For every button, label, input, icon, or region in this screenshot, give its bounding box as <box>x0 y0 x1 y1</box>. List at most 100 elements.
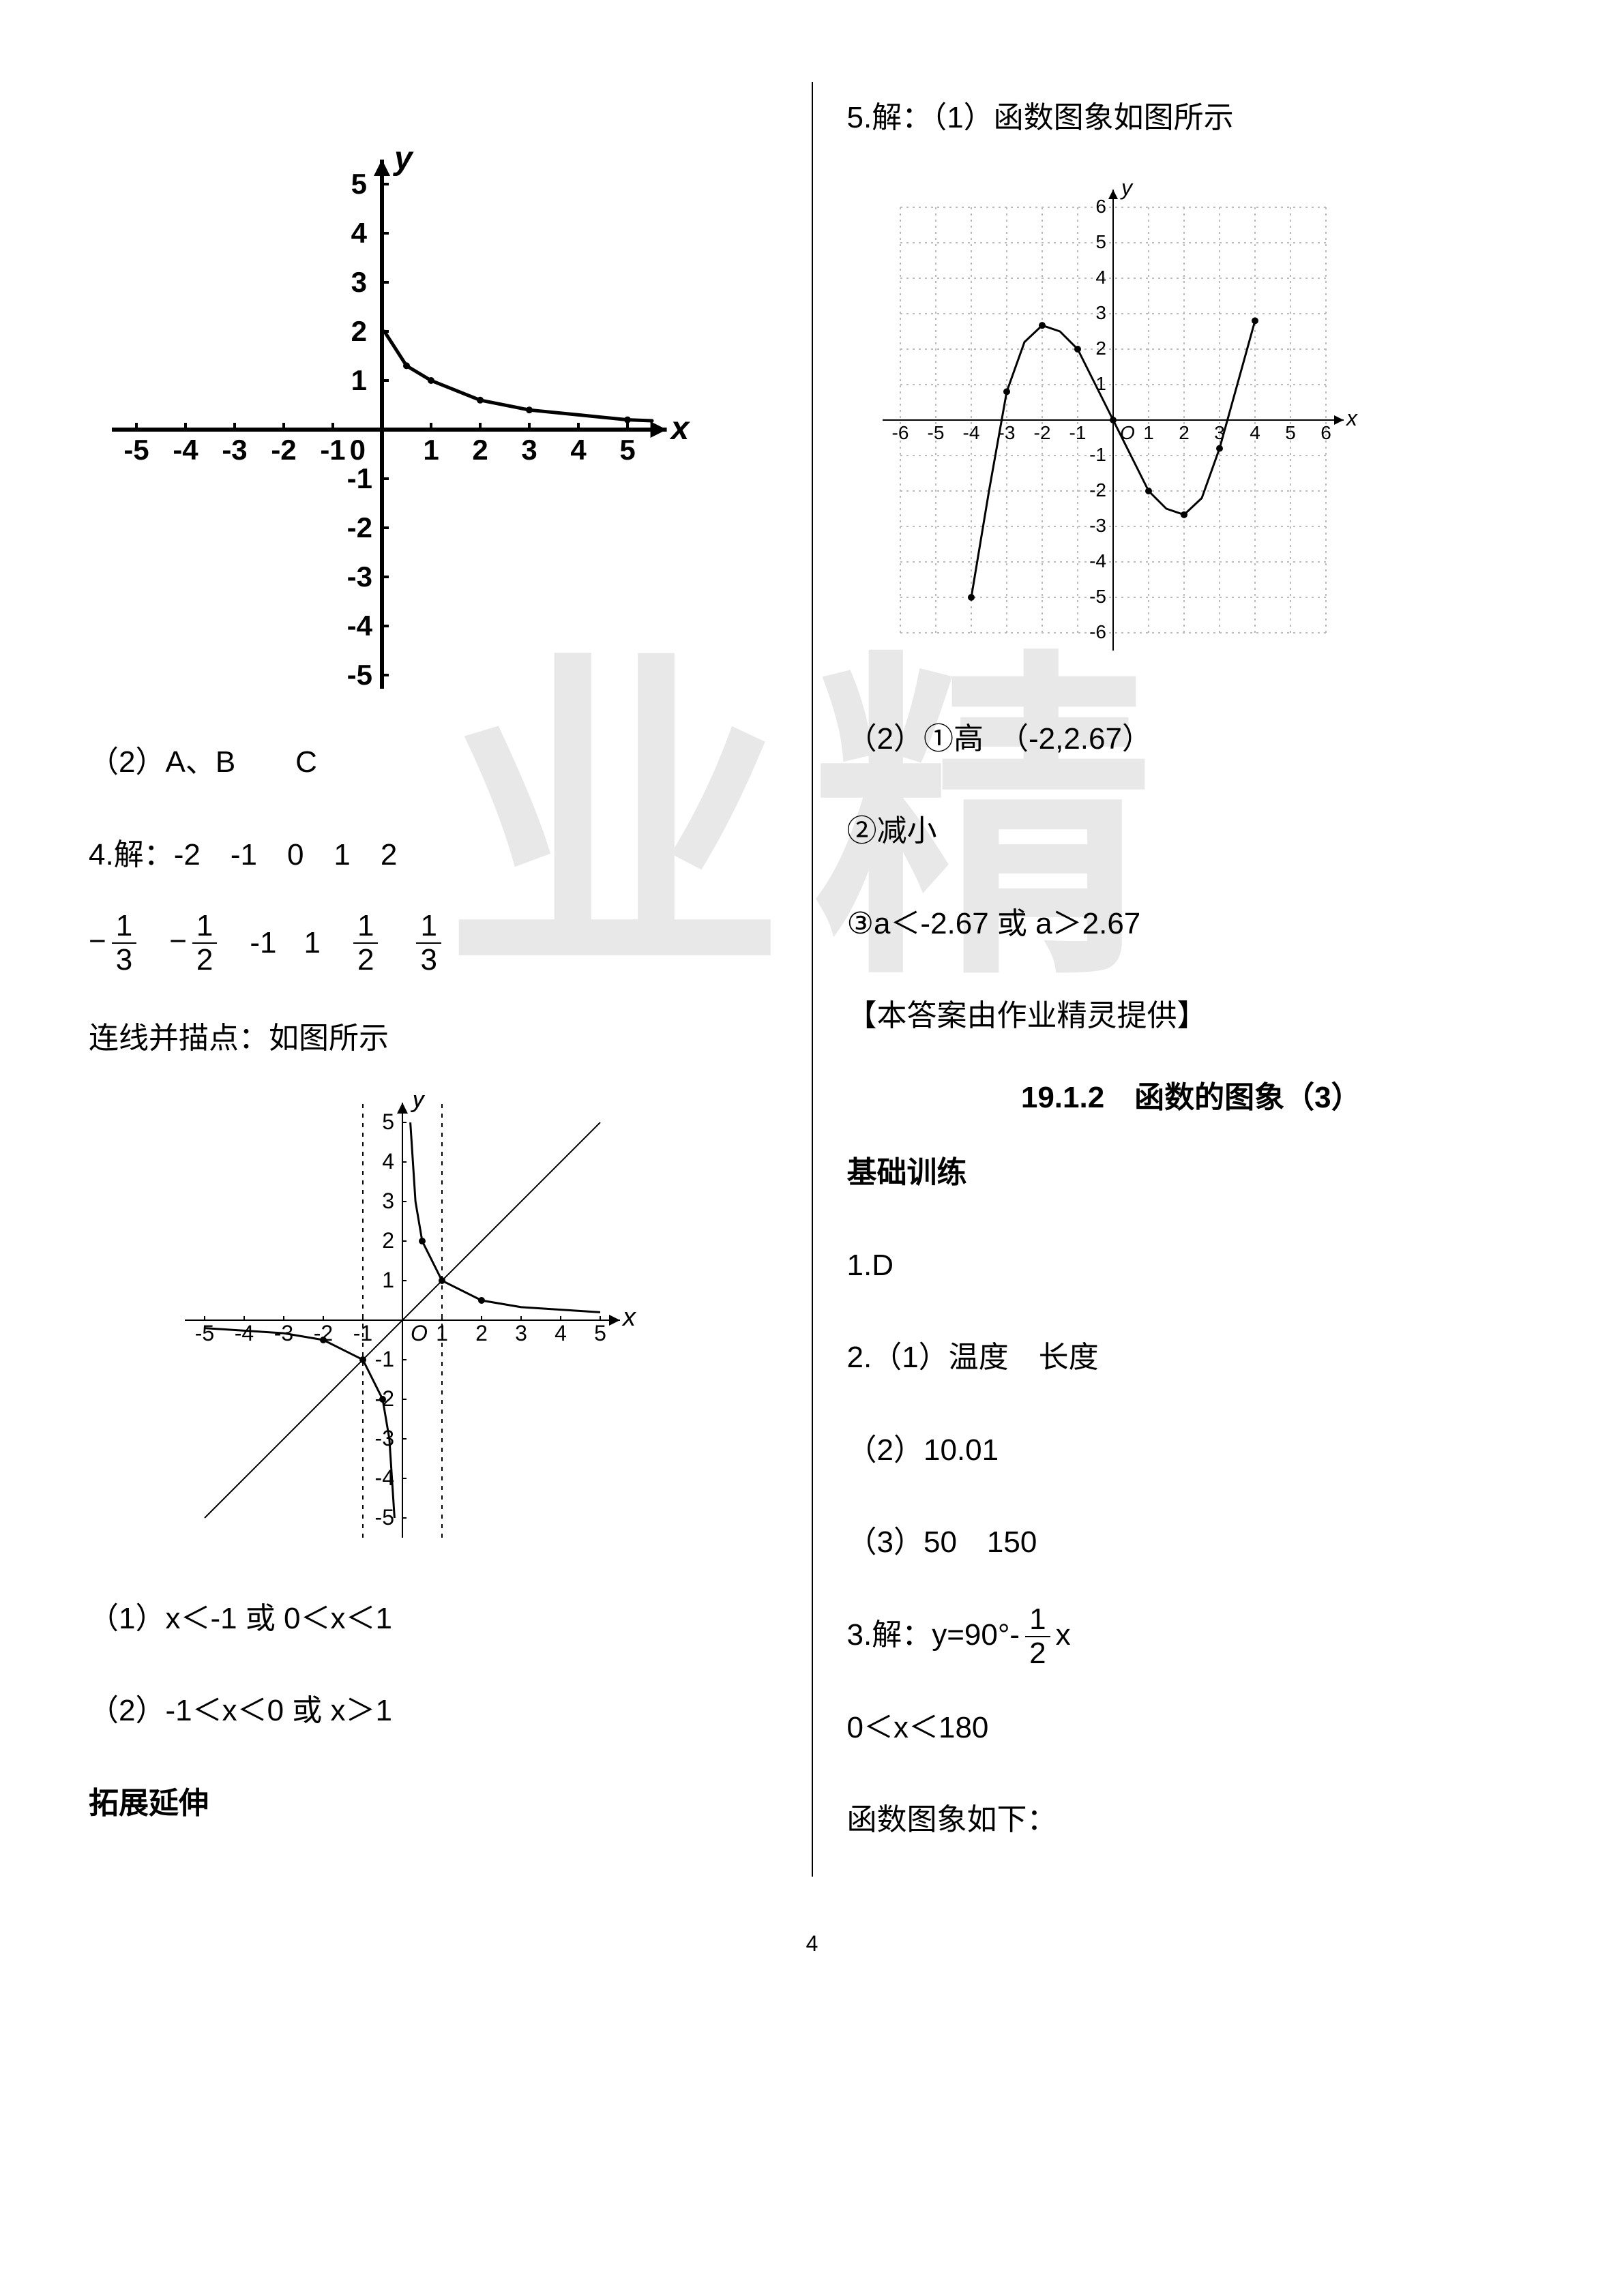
svg-text:-1: -1 <box>1069 422 1086 443</box>
answer-4-2: （2）-1＜x＜0 或 x＞1 <box>89 1675 778 1747</box>
svg-text:-4: -4 <box>1089 550 1106 571</box>
svg-text:y: y <box>1120 175 1134 200</box>
svg-text:y: y <box>393 140 414 177</box>
svg-text:-4: -4 <box>347 610 373 642</box>
chart1-container: -5-4-3-2-11234512345-1-2-3-4-50xy <box>89 102 778 692</box>
answer-b1: 1.D <box>847 1229 1536 1302</box>
svg-text:3: 3 <box>521 434 537 466</box>
connect-label: 连线并描点：如图所示 <box>89 1002 778 1075</box>
svg-text:-5: -5 <box>347 659 372 689</box>
b3-suffix: x <box>1056 1618 1071 1652</box>
answer-b2-3: （3）50 150 <box>847 1506 1536 1579</box>
svg-text:x: x <box>1345 406 1358 430</box>
svg-text:-3: -3 <box>1089 515 1106 536</box>
svg-text:-5: -5 <box>375 1505 394 1530</box>
svg-text:4: 4 <box>555 1321 567 1345</box>
svg-text:-3: -3 <box>347 561 372 593</box>
answer-b3: 3.解：y=90°-12x <box>847 1599 1536 1671</box>
svg-text:5: 5 <box>1095 231 1106 252</box>
svg-text:y: y <box>410 1095 426 1113</box>
answer-5-title: 5.解：（1）函数图象如图所示 <box>847 82 1536 154</box>
svg-text:-5: -5 <box>123 434 149 466</box>
svg-text:2: 2 <box>475 1321 488 1345</box>
svg-text:O: O <box>411 1321 428 1345</box>
b3-fraction: 12 <box>1025 1605 1050 1669</box>
page-content: -5-4-3-2-11234512345-1-2-3-4-50xy （2）A、B… <box>55 82 1569 1877</box>
answer-4-title: 4.解：-2 -1 0 1 2 <box>89 819 778 891</box>
svg-text:3: 3 <box>515 1321 527 1345</box>
svg-text:2: 2 <box>1179 422 1190 443</box>
svg-text:-3: -3 <box>222 434 247 466</box>
section-title: 19.1.2 函数的图象（3） <box>847 1073 1536 1116</box>
svg-text:-4: -4 <box>962 422 979 443</box>
chart3-svg: -6-5-4-3-2-1123456123456-1-2-3-4-5-6Oxy <box>847 175 1379 666</box>
svg-text:3: 3 <box>382 1189 394 1213</box>
answer-b2-1: 2.（1）温度 长度 <box>847 1322 1536 1394</box>
svg-text:4: 4 <box>382 1149 394 1174</box>
svg-text:x: x <box>669 411 691 447</box>
svg-text:6: 6 <box>1320 422 1331 443</box>
answer-5-2-1: （2）①高 （-2,2.67） <box>847 703 1536 775</box>
svg-text:-3: -3 <box>375 1426 394 1450</box>
left-column: -5-4-3-2-11234512345-1-2-3-4-50xy （2）A、B… <box>55 82 812 1877</box>
svg-text:-4: -4 <box>235 1321 254 1345</box>
b3-frac-den: 2 <box>1025 1637 1050 1669</box>
b3-frac-num: 1 <box>1025 1605 1050 1637</box>
svg-text:1: 1 <box>1143 422 1154 443</box>
svg-text:2: 2 <box>351 315 367 347</box>
svg-text:2: 2 <box>382 1228 394 1253</box>
svg-text:-5: -5 <box>195 1321 214 1345</box>
svg-text:-2: -2 <box>271 434 296 466</box>
answer-b3-graph-label: 函数图象如下： <box>847 1784 1536 1856</box>
page-number: 4 <box>55 1931 1569 1956</box>
svg-text:-1: -1 <box>347 462 372 494</box>
svg-text:1: 1 <box>351 364 367 396</box>
svg-text:-5: -5 <box>927 422 944 443</box>
svg-text:-6: -6 <box>1089 621 1106 642</box>
svg-text:x: x <box>621 1303 637 1332</box>
svg-text:5: 5 <box>351 168 367 200</box>
svg-text:5: 5 <box>1285 422 1296 443</box>
answer-4-1: （1）x＜-1 或 0＜x＜1 <box>89 1583 778 1655</box>
right-column: 5.解：（1）函数图象如图所示 -6-5-4-3-2-1123456123456… <box>813 82 1570 1877</box>
answer-5-2-2: ②减小 <box>847 795 1536 867</box>
chart3-container: -6-5-4-3-2-1123456123456-1-2-3-4-5-6Oxy <box>847 175 1536 669</box>
svg-text:-2: -2 <box>347 511 372 543</box>
svg-text:4: 4 <box>570 434 587 466</box>
svg-text:2: 2 <box>472 434 488 466</box>
svg-text:6: 6 <box>1095 196 1106 217</box>
fraction-row: −13−12-111213 <box>89 911 778 975</box>
credit-line: 【本答案由作业精灵提供】 <box>847 980 1536 1052</box>
chart2-svg: -5-4-3-2-11234512345-1-2-3-4-5Oxy <box>157 1095 648 1545</box>
svg-text:1: 1 <box>382 1268 394 1292</box>
basic-training-title: 基础训练 <box>847 1137 1536 1209</box>
extension-title: 拓展延伸 <box>89 1768 778 1840</box>
svg-text:-2: -2 <box>1033 422 1050 443</box>
answer-5-2-3: ③a＜-2.67 或 a＞2.67 <box>847 888 1536 960</box>
svg-text:3: 3 <box>351 266 367 298</box>
svg-text:-1: -1 <box>320 434 345 466</box>
svg-text:4: 4 <box>351 217 368 249</box>
svg-text:-1: -1 <box>375 1347 394 1371</box>
b3-prefix: 3.解：y=90°- <box>847 1618 1020 1652</box>
svg-text:5: 5 <box>619 434 635 466</box>
svg-text:-1: -1 <box>1089 444 1106 465</box>
answer-2ab: （2）A、B C <box>89 726 778 799</box>
answer-b2-2: （2）10.01 <box>847 1414 1536 1487</box>
svg-text:4: 4 <box>1095 267 1106 288</box>
svg-text:3: 3 <box>1095 302 1106 323</box>
svg-text:0: 0 <box>350 434 366 466</box>
svg-text:1: 1 <box>1095 373 1106 394</box>
svg-text:5: 5 <box>382 1109 394 1134</box>
svg-text:5: 5 <box>594 1321 606 1345</box>
svg-text:-5: -5 <box>1089 586 1106 607</box>
svg-text:4: 4 <box>1250 422 1260 443</box>
svg-text:-6: -6 <box>891 422 909 443</box>
svg-text:-2: -2 <box>1089 479 1106 501</box>
svg-text:1: 1 <box>423 434 439 466</box>
answer-b3-range: 0＜x＜180 <box>847 1692 1536 1764</box>
svg-text:2: 2 <box>1095 338 1106 359</box>
chart1-svg: -5-4-3-2-11234512345-1-2-3-4-50xy <box>89 102 703 689</box>
chart2-container: -5-4-3-2-11234512345-1-2-3-4-5Oxy <box>89 1095 778 1549</box>
svg-text:-4: -4 <box>173 434 198 466</box>
